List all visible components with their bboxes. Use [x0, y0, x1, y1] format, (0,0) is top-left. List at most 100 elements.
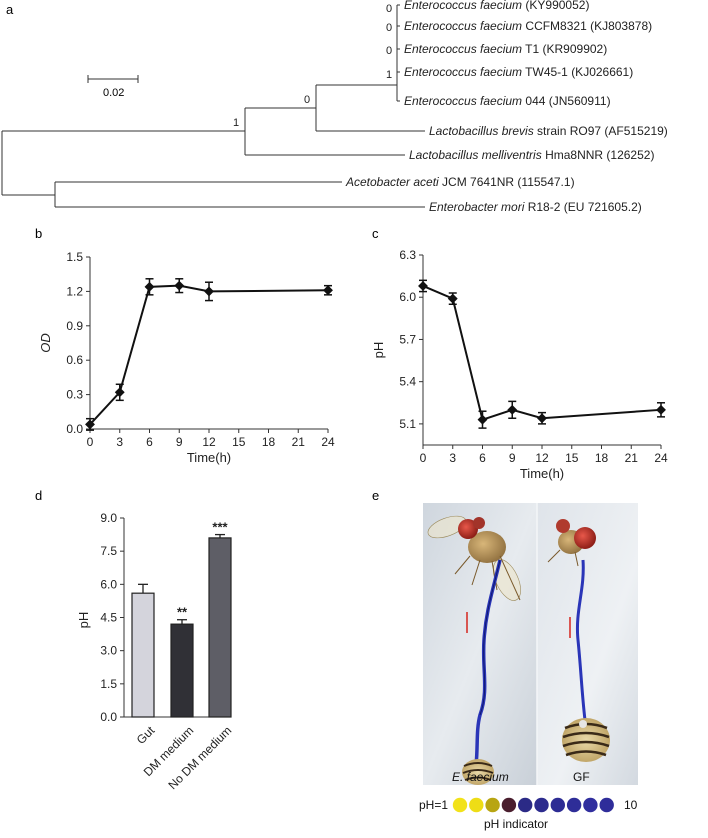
- y-tick-label: 6.3: [399, 248, 416, 262]
- y-tick-label: 5.1: [399, 417, 416, 431]
- bar: [208, 537, 232, 718]
- y-tick-label: 0.9: [66, 319, 83, 333]
- photo-label-left: E. faecium: [452, 770, 509, 784]
- y-tick-label: 4.5: [100, 611, 117, 625]
- x-tick-label: 6: [479, 451, 486, 465]
- x-tick-label: 0: [87, 435, 94, 449]
- thorax: [468, 531, 506, 563]
- ph-scale-start: pH=1: [419, 798, 448, 812]
- tree-leaf: Acetobacter aceti JCM 7641NR (115547.1): [345, 175, 575, 189]
- y-tick-label: 5.7: [399, 332, 416, 346]
- legs: [454, 555, 521, 601]
- photo-label-right: GF: [573, 770, 590, 784]
- abdomen-left: [462, 759, 494, 785]
- data-point: [418, 281, 428, 291]
- y-axis-label: OD: [38, 333, 53, 353]
- tree-leaf: Enterococcus faecium CCFM8321 (KJ803878): [404, 19, 652, 33]
- od-growth-chart: 0.0 0.3 0.6 0.9 1.2 1.5 0 3 6 9 12 15 18 21 24 Time(h) O…: [38, 250, 335, 465]
- panel-label-c: c: [372, 226, 379, 241]
- ph-swatch: [583, 797, 598, 813]
- y-tick-label: 0.0: [66, 422, 83, 436]
- ph-swatch: [566, 797, 582, 813]
- data-point: [537, 413, 547, 424]
- x-tick-label: 3: [116, 435, 123, 449]
- y-axis-label: pH: [371, 342, 386, 359]
- data-point: [204, 286, 214, 297]
- tree-leaf: Lactobacillus melliventris Hma8NNR (1262…: [409, 148, 654, 162]
- fly-right: [547, 519, 596, 567]
- ph-scale-title: pH indicator: [484, 817, 548, 831]
- data-point: [507, 404, 518, 415]
- ph-swatch: [469, 797, 484, 813]
- y-tick-label: 6.0: [100, 577, 117, 591]
- fly-left: [427, 515, 521, 601]
- bar: [170, 623, 194, 718]
- y-tick-label: 0.6: [66, 353, 83, 367]
- x-tick-label: 21: [292, 435, 306, 449]
- y-tick-label: 0.3: [66, 388, 83, 402]
- node-support: 0: [304, 94, 310, 106]
- tree-leaf: Enterococcus faecium T1 (KR909902): [404, 42, 607, 56]
- x-tick-label: 9: [509, 451, 516, 465]
- y-tick-label: 3.0: [100, 644, 117, 658]
- x-axis-label: Time(h): [520, 466, 564, 481]
- y-tick-label: 6.0: [399, 290, 416, 304]
- node-support: 0: [386, 45, 392, 57]
- tree-leaf: Enterococcus faecium (KY990052): [404, 0, 589, 12]
- ph-swatch: [534, 797, 549, 813]
- x-tick-label: 15: [232, 435, 246, 449]
- x-tick-label: 0: [420, 451, 427, 465]
- gut-tract-left-shade: [479, 559, 501, 716]
- data-point: [477, 414, 488, 425]
- y-tick-label: 9.0: [100, 511, 117, 525]
- significance-marker: ***: [212, 520, 228, 535]
- panel-label-d: d: [35, 488, 42, 503]
- x-tick-label: 12: [202, 435, 216, 449]
- tree-leaf: Lactobacillus brevis strain RO97 (AF5152…: [429, 124, 668, 138]
- x-axis-label: Time(h): [187, 450, 231, 465]
- category-label: Gut: [134, 723, 158, 747]
- y-tick-label: 0.0: [100, 710, 117, 724]
- node-support: 1: [233, 117, 239, 129]
- y-axis-label: pH: [76, 612, 91, 629]
- ph-swatch: [550, 797, 565, 813]
- data-point: [144, 281, 155, 292]
- ph-swatch: [485, 797, 500, 813]
- ph-time-chart: 5.1 5.4 5.7 6.0 6.3 0 3 6 9 12 15 18 21 24 Time(h) pH: [371, 248, 668, 481]
- significance-marker: **: [177, 605, 188, 620]
- ph-swatch: [501, 797, 517, 813]
- data-point: [174, 280, 185, 291]
- y-tick-label: 1.5: [66, 250, 83, 264]
- eye: [574, 527, 596, 549]
- x-tick-label: 21: [625, 451, 639, 465]
- x-tick-label: 3: [449, 451, 456, 465]
- x-tick-label: 24: [654, 451, 668, 465]
- phylogenetic-tree: [1, 4, 425, 208]
- x-tick-label: 15: [565, 451, 579, 465]
- eye: [458, 519, 478, 539]
- ph-swatch: [599, 797, 614, 813]
- bar: [131, 592, 155, 718]
- panel-label-b: b: [35, 226, 42, 241]
- y-tick-label: 5.4: [399, 375, 416, 389]
- series-line: [422, 285, 662, 421]
- tree-leaf: Enterococcus faecium TW45-1 (KJ026661): [404, 65, 633, 79]
- tree-leaves: Enterococcus faecium (KY990052) Enteroco…: [345, 0, 668, 214]
- x-tick-label: 18: [595, 451, 609, 465]
- gut-tract-right: [575, 559, 587, 721]
- data-point: [656, 404, 666, 415]
- series-line: [89, 284, 329, 426]
- y-tick-label: 7.5: [100, 544, 117, 558]
- node-support: 1: [386, 69, 392, 81]
- legs: [547, 549, 579, 567]
- x-tick-label: 6: [146, 435, 153, 449]
- node-support: 0: [386, 22, 392, 34]
- ph-swatch: [452, 797, 468, 813]
- x-tick-label: 9: [176, 435, 183, 449]
- gut-photo: E. faecium GF: [423, 503, 638, 785]
- tree-leaf: Enterococcus faecium 044 (JN560911): [404, 94, 611, 108]
- eye: [473, 517, 485, 529]
- abdomen-right: [562, 718, 610, 762]
